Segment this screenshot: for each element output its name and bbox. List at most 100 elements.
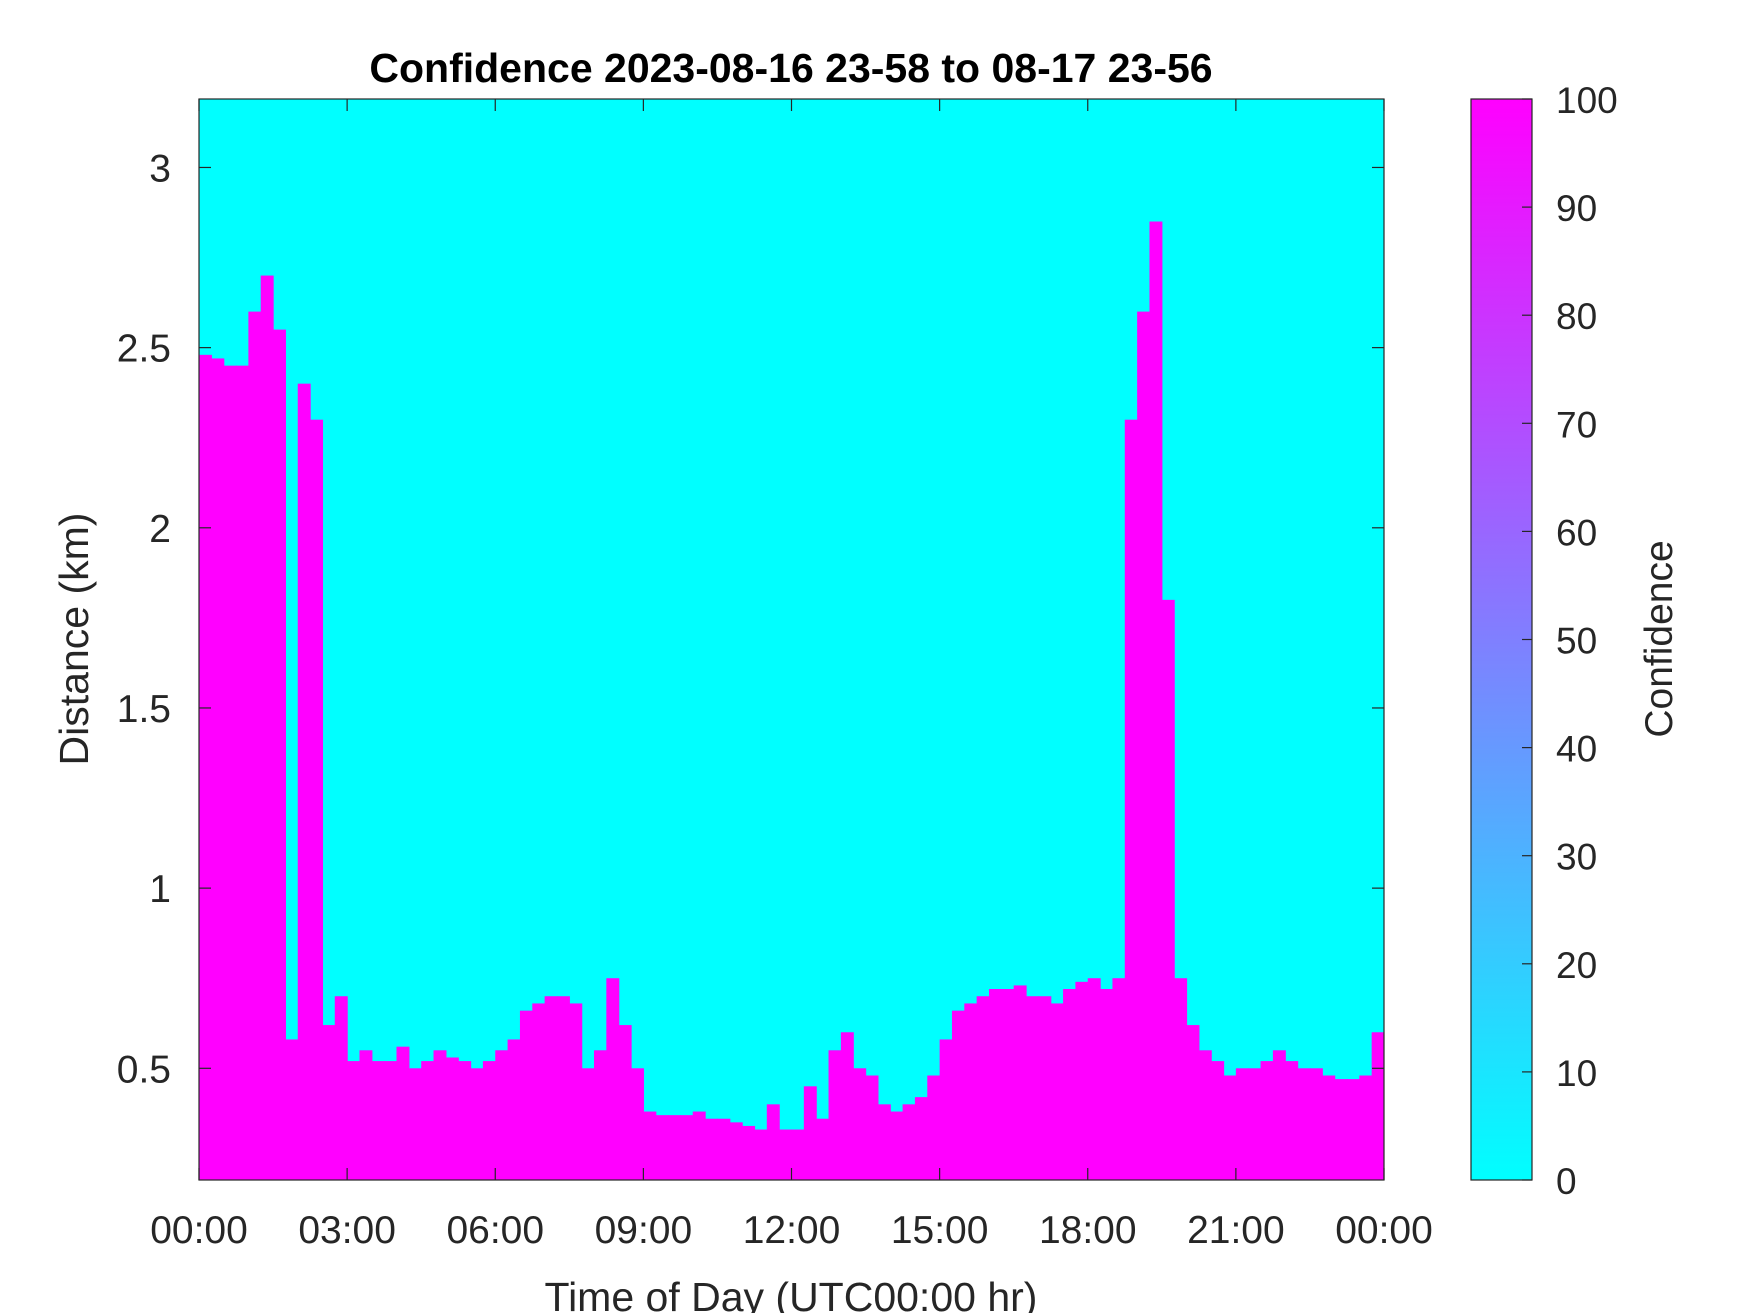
heatmap-cells (199, 221, 1384, 1180)
heatmap-cell (248, 311, 262, 1180)
heatmap-cell (223, 365, 237, 1180)
heatmap-cell (594, 1050, 607, 1180)
heatmap-cell (199, 354, 212, 1180)
heatmap-cell (1359, 1075, 1373, 1180)
heatmap-cell (1063, 989, 1076, 1180)
y-tick-label: 1 (149, 868, 171, 911)
heatmap-cell (1322, 1075, 1336, 1180)
heatmap-cell (1026, 996, 1039, 1180)
heatmap-cell (816, 1118, 830, 1180)
heatmap-cell (877, 1104, 891, 1180)
heatmap-cell (1260, 1061, 1274, 1180)
heatmap-cell (865, 1075, 879, 1180)
heatmap-cell (1346, 1079, 1360, 1180)
heatmap-cell (1235, 1068, 1249, 1180)
heatmap-cell (692, 1111, 706, 1180)
heatmap-cell (1087, 978, 1101, 1180)
heatmap-cell (1100, 989, 1114, 1180)
heatmap-cell (1038, 996, 1052, 1180)
heatmap-cell (310, 419, 324, 1180)
heatmap-cell (1075, 981, 1089, 1180)
y-axis: 0.5 1 1.5 2 2.5 3 (117, 147, 1384, 1091)
colorbar-tick-label: 20 (1556, 945, 1597, 986)
heatmap-cell (1285, 1061, 1299, 1180)
y-tick-label: 0.5 (117, 1048, 171, 1091)
heatmap-cell (791, 1129, 805, 1180)
heatmap-cell (421, 1061, 435, 1180)
colorbar-tick-label: 30 (1556, 837, 1597, 878)
colorbar-tick-label: 10 (1556, 1053, 1597, 1094)
heatmap-cell (334, 996, 348, 1180)
heatmap-cell (680, 1115, 694, 1180)
heatmap-cell (668, 1115, 681, 1180)
heatmap-cell (532, 1003, 546, 1180)
plot-area (198, 98, 1385, 1181)
heatmap-cell (1137, 311, 1151, 1180)
chart-title: Confidence 2023-08-16 23-58 to 08-17 23-… (369, 45, 1212, 91)
heatmap-cell (1371, 1032, 1384, 1180)
heatmap-cell (1112, 978, 1126, 1180)
heatmap-cell (1013, 985, 1027, 1180)
heatmap-cell (1309, 1068, 1323, 1180)
heatmap-cell (1297, 1068, 1311, 1180)
heatmap-cell (1124, 419, 1138, 1180)
heatmap-cell (1211, 1061, 1225, 1180)
x-tick-label: 21:00 (1187, 1209, 1285, 1252)
heatmap-cell (495, 1050, 509, 1180)
heatmap-cell (902, 1104, 916, 1180)
heatmap-cell (927, 1075, 941, 1180)
x-tick-label: 00:00 (150, 1209, 248, 1252)
heatmap-cell (581, 1068, 595, 1180)
heatmap-cell (384, 1061, 398, 1180)
y-tick-label: 1.5 (117, 688, 171, 731)
heatmap-cell (754, 1129, 768, 1180)
heatmap-cell (828, 1050, 842, 1180)
heatmap-cell (840, 1032, 854, 1180)
heatmap-cell (236, 365, 249, 1180)
x-tick-label: 18:00 (1039, 1209, 1137, 1252)
colorbar-label: Confidence (1638, 540, 1681, 737)
x-tick-label: 03:00 (298, 1209, 396, 1252)
heatmap-cell (717, 1118, 731, 1180)
heatmap-cell (556, 996, 570, 1180)
y-axis-label: Distance (km) (51, 513, 97, 766)
x-tick-label: 15:00 (891, 1209, 989, 1252)
heatmap-cell (939, 1039, 953, 1180)
heatmap-cell (445, 1057, 459, 1180)
colorbar-gradient (1470, 98, 1533, 1181)
heatmap-cell (631, 1068, 644, 1180)
colorbar-tick-label: 80 (1556, 296, 1597, 337)
heatmap-cell (606, 978, 620, 1180)
colorbar-tick-label: 40 (1556, 729, 1597, 770)
heatmap-cell (470, 1068, 484, 1180)
heatmap-cell (1149, 221, 1163, 1180)
heatmap-cell (803, 1086, 817, 1180)
heatmap-cell (297, 383, 311, 1180)
heatmap-cell (569, 1003, 583, 1180)
colorbar-tick-label: 90 (1556, 188, 1597, 229)
heatmap-cell (729, 1122, 743, 1180)
heatmap-cell (1174, 978, 1188, 1180)
heatmap-cell (766, 1104, 780, 1180)
x-tick-label: 12:00 (743, 1209, 841, 1252)
heatmap-cell (544, 996, 558, 1180)
heatmap-cell (951, 1010, 965, 1180)
heatmap-cell (976, 996, 990, 1180)
heatmap-cell (1272, 1050, 1286, 1180)
heatmap-cell (989, 989, 1002, 1180)
colorbar-ticks: 0 10 20 30 40 50 60 70 80 90 100 (1522, 80, 1618, 1202)
y-tick-label: 3 (149, 147, 171, 190)
heatmap-cell (853, 1068, 867, 1180)
colorbar-tick-label: 70 (1556, 404, 1597, 445)
heatmap-cell (260, 275, 274, 1180)
colorbar: 0 10 20 30 40 50 60 70 80 90 100 Confidence (1470, 80, 1681, 1202)
heatmap-cell (1334, 1079, 1348, 1180)
heatmap-cell (211, 358, 225, 1180)
heatmap-cell (1001, 989, 1015, 1180)
heatmap-cell (1248, 1068, 1262, 1180)
y-tick-label: 2 (149, 508, 171, 551)
heatmap-cell (322, 1025, 336, 1180)
heatmap-cell (408, 1068, 422, 1180)
